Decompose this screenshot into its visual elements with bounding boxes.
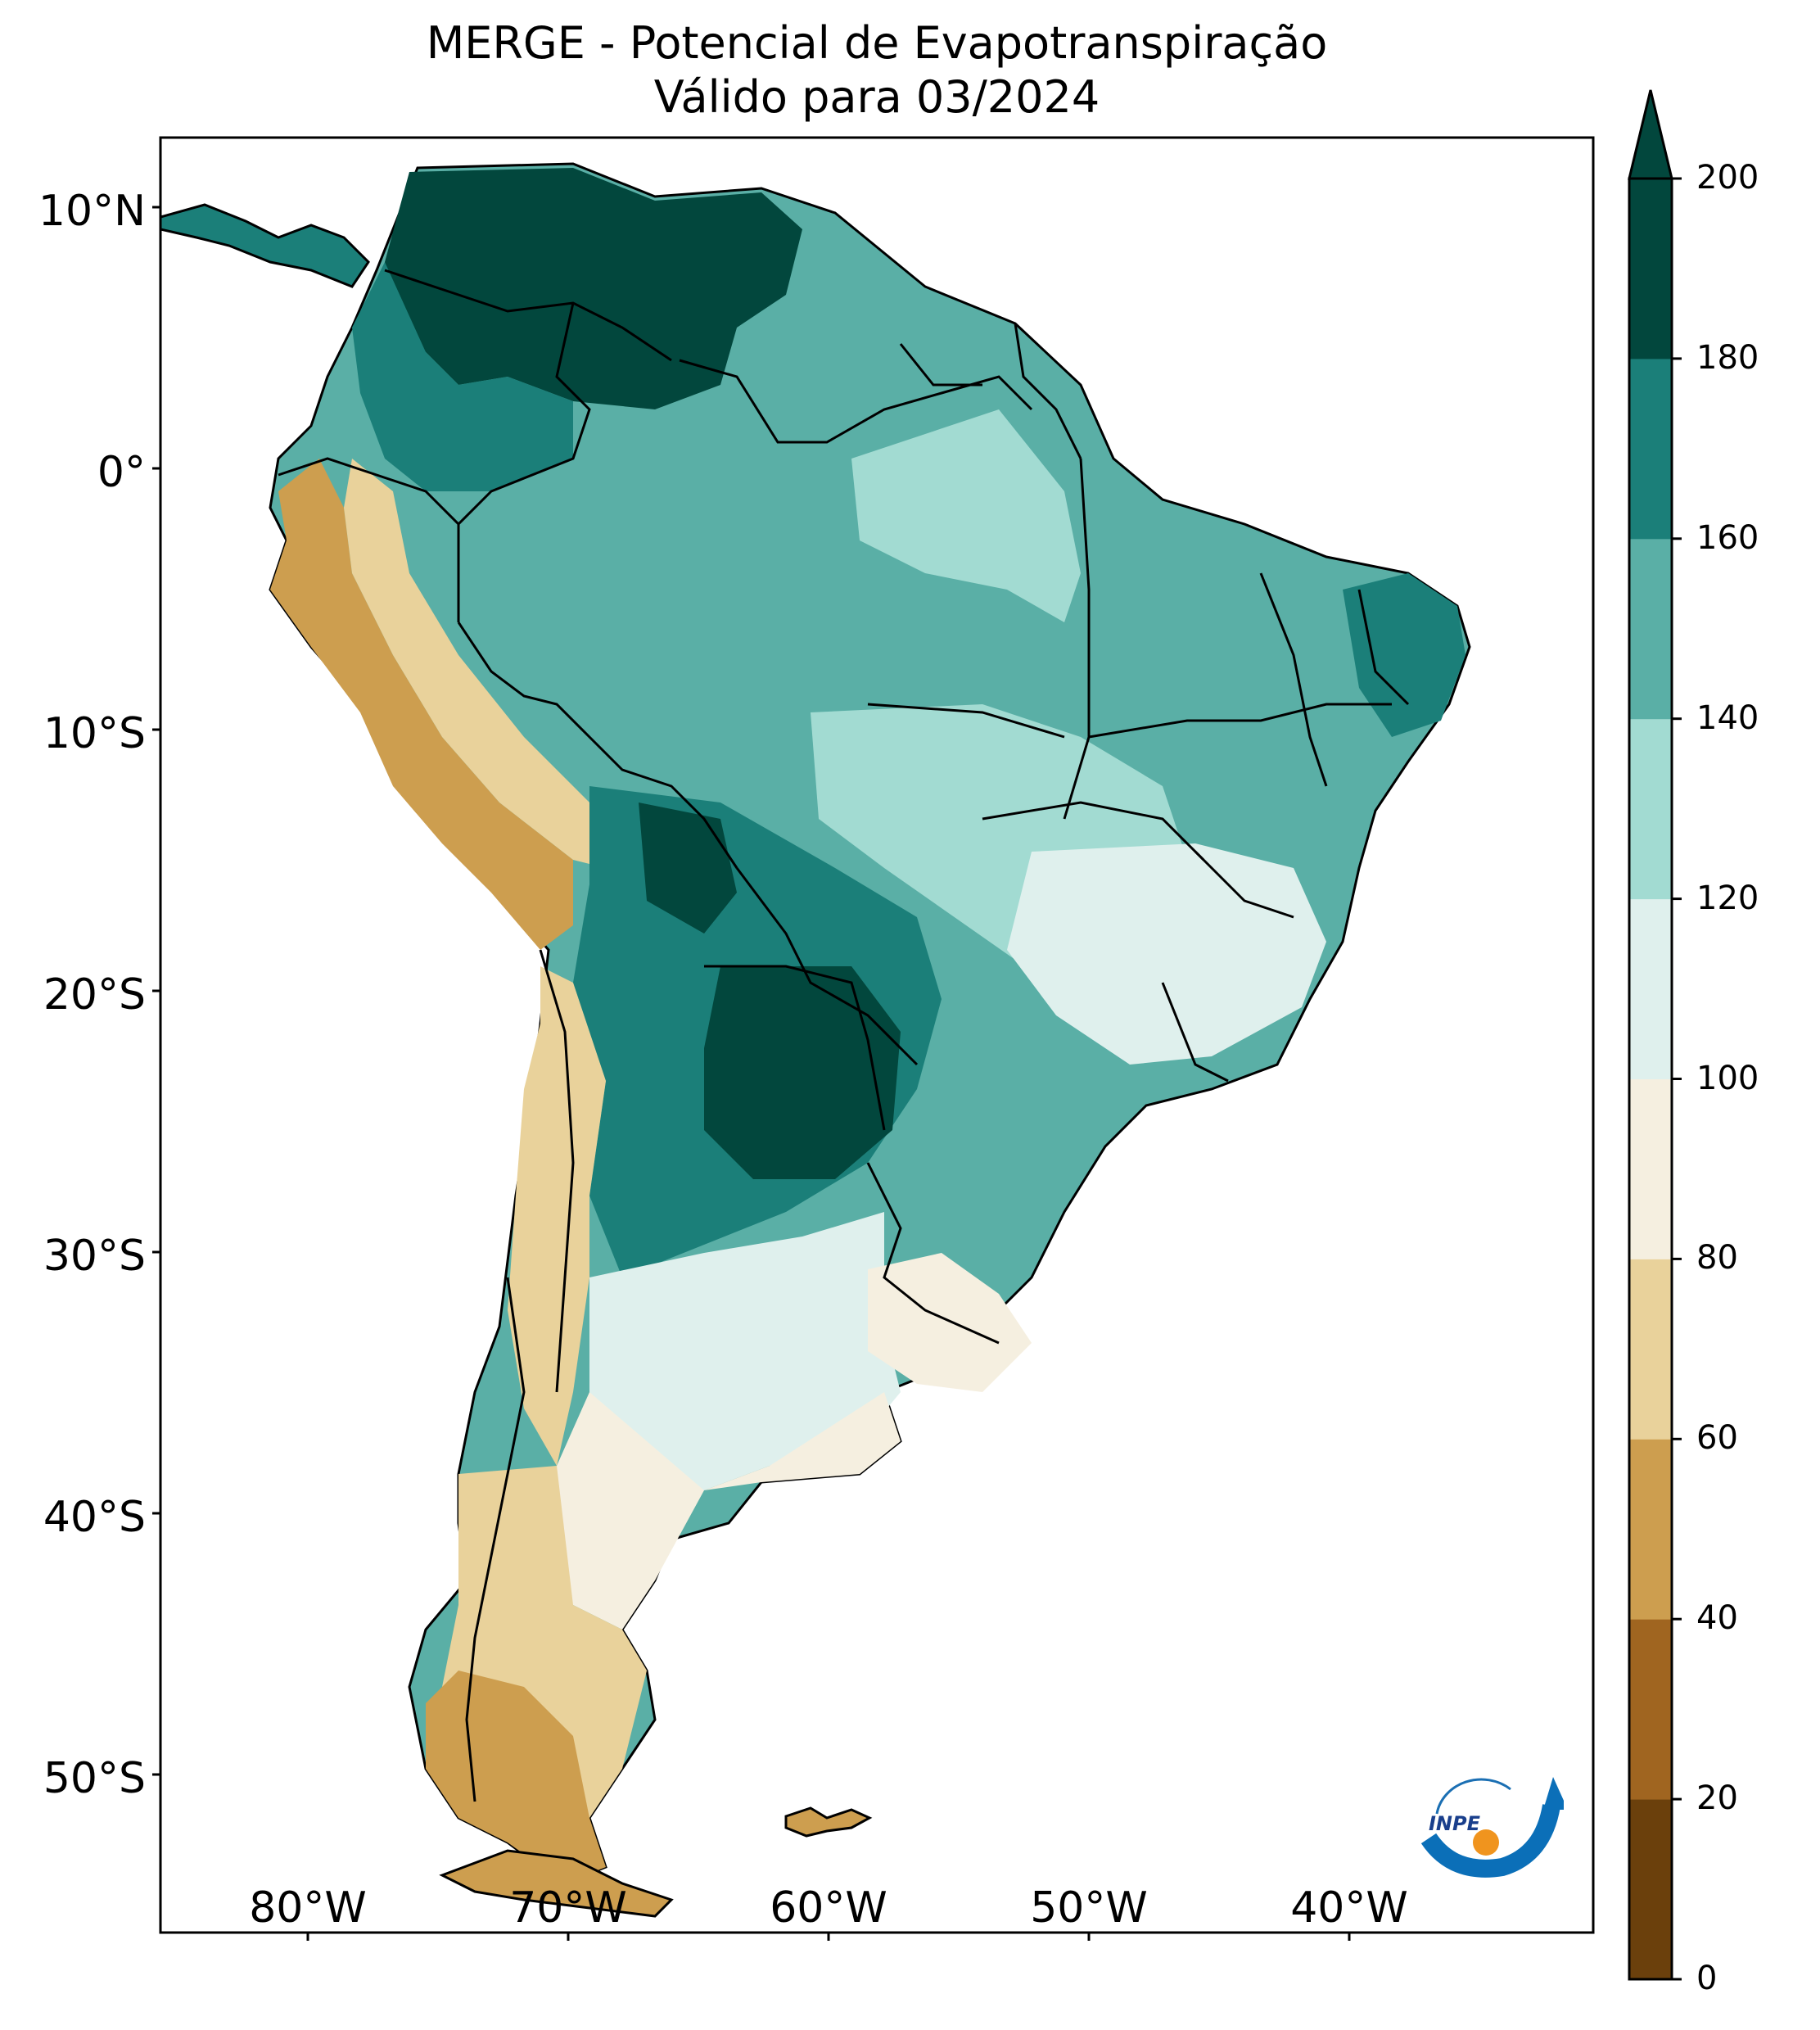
colorbar-tick-label: 120: [1696, 879, 1759, 917]
zone-argentina-north-dry: [508, 966, 606, 1466]
lon-tick-label: 70°W: [509, 1883, 627, 1933]
zone-uruguay: [868, 1253, 1032, 1392]
zone-andes-mid: [344, 459, 606, 868]
zone-andes-dry: [270, 459, 573, 950]
zone-patagonia-light: [540, 1392, 901, 1630]
colorbar-tick-label: 180: [1696, 338, 1759, 377]
zone-chaco-high: [639, 803, 737, 934]
colorbar-segment: [1629, 1439, 1672, 1620]
lat-tick-label: 50°S: [43, 1754, 146, 1803]
colorbar-segment: [1629, 898, 1672, 1079]
lon-tick-label: 40°W: [1290, 1883, 1408, 1933]
colorbar-tick-label: 0: [1696, 1960, 1718, 1997]
colorbar-tick-label: 80: [1696, 1239, 1738, 1277]
lat-tick-label: 10°N: [38, 187, 146, 236]
colorbar-segment: [1629, 358, 1672, 540]
colorbar-tick-label: 100: [1696, 1059, 1759, 1097]
lat-tick-label: 0°: [97, 448, 146, 497]
central-america: [160, 203, 370, 288]
lon-tick-label: 60°W: [770, 1883, 887, 1933]
colorbar-tick-label: 160: [1696, 518, 1759, 557]
map-subtitle: Válido para 03/2024: [653, 71, 1100, 123]
zone-ne-dark: [1343, 573, 1465, 737]
svg-text:INPE: INPE: [1429, 1812, 1481, 1835]
tierra-del-fuego: [439, 1849, 674, 1918]
lat-tick-label: 20°S: [43, 970, 146, 1020]
lon-tick-label: 50°W: [1030, 1883, 1148, 1933]
colorbar-segment: [1629, 718, 1672, 900]
lon-tick-label: 80°W: [249, 1883, 367, 1933]
colorbar-segment: [1629, 1619, 1672, 1800]
colorbar-tick-label: 140: [1696, 699, 1759, 737]
colorbar: [1628, 89, 1682, 1981]
map-frame: [159, 136, 1595, 1934]
zone-brazil-light: [851, 409, 1081, 622]
colorbar-segment: [1629, 1259, 1672, 1440]
lat-tick-label: 40°S: [43, 1493, 146, 1542]
zone-pampas-light: [589, 1212, 901, 1490]
lat-tick-label: 10°S: [43, 709, 146, 758]
inpe-logo: INPE: [1420, 1777, 1564, 1878]
falkland-islands: [784, 1806, 873, 1838]
colorbar-segment: [1629, 1799, 1672, 1980]
axis-ticks: [152, 206, 1351, 1941]
colorbar-extend-arrow: [1628, 89, 1673, 180]
colorbar-tick-label: 200: [1696, 159, 1759, 197]
zone-north-mid: [352, 262, 573, 491]
zone-patagonia-dry: [426, 1671, 606, 1883]
map-title: MERGE - Potencial de Evapotranspiração: [426, 17, 1328, 69]
colorbar-tick-label: 60: [1696, 1419, 1738, 1458]
colorbar-tick-label: 40: [1696, 1599, 1738, 1638]
colorbar-tick-label: 20: [1696, 1779, 1738, 1818]
colorbar-segment: [1629, 179, 1672, 359]
zone-north-high: [385, 168, 802, 409]
zone-se-light: [1007, 843, 1326, 1065]
country-borders: [278, 269, 1410, 1802]
lat-tick-label: 30°S: [43, 1232, 146, 1281]
colorbar-segment: [1629, 1078, 1672, 1259]
colorbar-segment: [1629, 538, 1672, 720]
zone-paraguay-high: [704, 966, 901, 1179]
